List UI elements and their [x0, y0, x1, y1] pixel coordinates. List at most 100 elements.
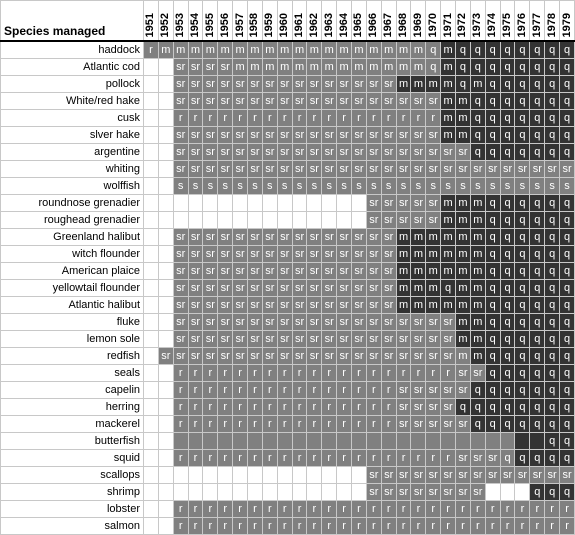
management-cell: sr [172, 313, 189, 331]
management-cell: sr [395, 211, 412, 229]
management-cell: sr [217, 92, 234, 110]
management-cell: sr [276, 313, 293, 331]
management-cell: q [499, 313, 516, 331]
management-cell: q [529, 109, 546, 127]
management-cell: q [514, 296, 531, 314]
management-cell: sr [306, 279, 323, 297]
year-header: 1968 [395, 0, 412, 42]
management-cell: m [455, 313, 471, 331]
year-header: 1960 [276, 0, 293, 42]
species-name: American plaice [0, 262, 144, 280]
management-cell: sr [455, 143, 471, 161]
management-cell [143, 449, 159, 467]
year-label: 1962 [307, 12, 320, 37]
management-cell: q [514, 262, 531, 280]
management-cell [187, 211, 204, 229]
management-cell: q [469, 92, 486, 110]
management-cell: m [469, 262, 486, 280]
management-cell: q [499, 143, 516, 161]
management-cell: q [499, 194, 516, 212]
management-cell: m [395, 40, 412, 59]
management-cell: sr [365, 330, 382, 348]
management-cell [157, 398, 174, 416]
management-cell: m [395, 262, 412, 280]
management-cell: sr [291, 160, 308, 178]
management-cell: s [365, 177, 382, 195]
management-cell: r [232, 381, 249, 399]
management-cell: m [395, 58, 412, 76]
management-cell: r [351, 381, 367, 399]
management-cell: r [172, 109, 189, 127]
species-row: salmon r r r r r r r r r r r r r r r r r r r r r r r r r r r [0, 517, 575, 535]
management-cell: sr [559, 466, 575, 484]
management-cell: r [232, 109, 249, 127]
management-cell [157, 228, 174, 246]
year-label: 1956 [218, 12, 231, 37]
management-cell: sr [187, 126, 204, 144]
species-name: Greenland halibut [0, 228, 144, 246]
management-cell [276, 483, 293, 501]
management-cell [143, 262, 159, 280]
management-cell: m [365, 58, 382, 76]
management-cell: r [410, 517, 427, 535]
management-cell: r [247, 109, 263, 127]
management-cell: sr [455, 483, 471, 501]
management-cell [336, 483, 353, 501]
management-cell: sr [247, 75, 263, 93]
management-cell [291, 466, 308, 484]
management-cell: m [336, 58, 353, 76]
management-cell: sr [351, 330, 367, 348]
management-cell: sr [351, 92, 367, 110]
management-cell: sr [484, 449, 501, 467]
species-row: fluke sr sr sr sr sr sr sr sr sr sr sr sr sr sr sr sr sr s… [0, 313, 575, 331]
management-cell: sr [172, 245, 189, 263]
management-cell: sr [217, 160, 234, 178]
management-cell [157, 483, 174, 501]
management-cell: q [544, 398, 561, 416]
management-cell: m [187, 40, 204, 59]
management-cell [247, 194, 263, 212]
management-cell: m [440, 58, 457, 76]
management-cell [261, 194, 278, 212]
management-cell: q [469, 109, 486, 127]
management-cell: q [499, 449, 516, 467]
management-cell: q [499, 211, 516, 229]
management-cell: q [529, 483, 546, 501]
management-cell: m [469, 296, 486, 314]
management-cell: sr [157, 347, 174, 365]
management-cell: q [559, 347, 575, 365]
year-label: 1977 [530, 12, 543, 37]
management-cell: q [484, 381, 501, 399]
species-name: argentine [0, 143, 144, 161]
year-header: 1974 [484, 0, 501, 42]
management-cell: m [469, 313, 486, 331]
management-cell: sr [351, 245, 367, 263]
header-row: Species managed 1951 1952 1953 1954 1955 1956… [0, 0, 575, 42]
management-cell: r [336, 398, 353, 416]
species-row: roughead grenadier sr sr sr sr sr m m m q q q q q q [0, 211, 575, 229]
management-cell: r [380, 381, 397, 399]
management-cell: r [172, 415, 189, 433]
management-cell: sr [559, 160, 575, 178]
management-cell: s [469, 177, 486, 195]
management-cell: sr [410, 313, 427, 331]
management-cell: r [276, 381, 293, 399]
management-cell: m [469, 347, 486, 365]
management-cell: r [425, 364, 442, 382]
management-cell: sr [380, 466, 397, 484]
management-cell: q [529, 126, 546, 144]
management-cell: sr [336, 313, 353, 331]
management-cell: sr [321, 347, 338, 365]
management-cell: r [440, 364, 457, 382]
management-cell: r [321, 109, 338, 127]
management-cell: r [365, 517, 382, 535]
management-cell: r [425, 517, 442, 535]
management-cell [157, 177, 174, 195]
management-cell [172, 466, 189, 484]
management-cell: r [306, 449, 323, 467]
management-cell: sr [172, 347, 189, 365]
management-cell: q [499, 279, 516, 297]
management-cell: sr [232, 92, 249, 110]
management-cell [306, 432, 323, 450]
management-cell: r [440, 517, 457, 535]
